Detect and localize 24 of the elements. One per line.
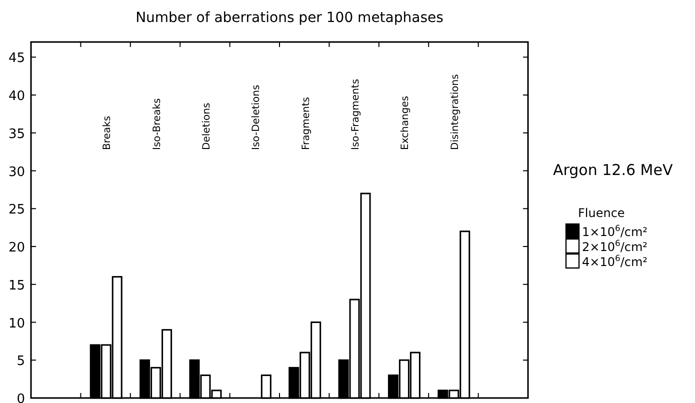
- y-tick-label: 15: [8, 278, 25, 294]
- legend-label: 1×10$^{6}$/cm²: [582, 223, 648, 239]
- legend-label: 2×10$^{6}$/cm²: [582, 238, 648, 254]
- x-tick-label: Exchanges: [400, 96, 412, 150]
- y-tick-label: 5: [16, 354, 25, 370]
- y-tick-label: 10: [8, 316, 25, 332]
- y-tick-label: 35: [8, 126, 25, 142]
- y-tick-label: 40: [8, 89, 25, 104]
- x-tick-label: Iso-Fragments: [350, 78, 362, 150]
- chart-title: Number of aberrations per 100 metaphases: [136, 10, 444, 26]
- y-tick-label: 0: [16, 392, 25, 403]
- legend-title: Fluence: [578, 206, 625, 220]
- y-tick-label: 25: [8, 202, 25, 218]
- text: Argon 12.6 MeV: [553, 161, 674, 179]
- x-tick-label: Breaks: [102, 116, 114, 150]
- x-tick-label: Iso-Breaks: [152, 98, 163, 150]
- x-tick-label: Deletions: [201, 102, 212, 150]
- x-tick-label: Disintegrations: [450, 74, 461, 150]
- y-tick-label: 20: [8, 240, 25, 256]
- x-tick-label: Iso-Deletions: [251, 84, 262, 150]
- y-tick-label: 30: [8, 164, 25, 180]
- x-tick-label: Fragments: [300, 97, 312, 150]
- y-tick-label: 45: [8, 51, 25, 66]
- legend-label: 4×10$^{6}$/cm²: [582, 253, 648, 269]
